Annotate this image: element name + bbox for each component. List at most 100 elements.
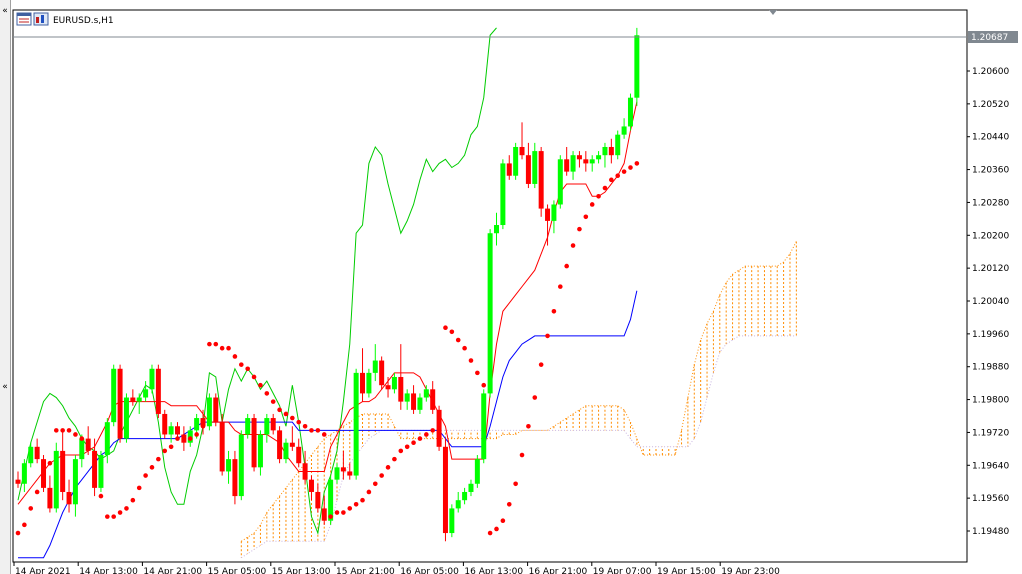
candle-body — [602, 146, 608, 156]
sar-dot — [481, 382, 487, 388]
sar-dot — [430, 428, 436, 433]
candle-body — [136, 397, 142, 402]
sar-dot — [92, 452, 97, 458]
last-bar-marker-icon — [769, 10, 777, 15]
sar-dot — [47, 460, 53, 466]
candle-body — [583, 159, 589, 164]
candle-body — [372, 360, 378, 373]
sar-dot — [519, 452, 525, 458]
price-tick-label: 1.19560 — [972, 494, 1009, 504]
sar-dot — [353, 502, 359, 507]
candle-body — [627, 97, 633, 127]
chart-properties-icon[interactable] — [33, 12, 49, 26]
sar-dot — [239, 362, 244, 367]
candle-body — [545, 208, 551, 221]
candle-body — [455, 500, 461, 509]
sar-dot — [124, 506, 129, 511]
sar-dot — [372, 481, 378, 487]
candle-body — [53, 450, 59, 509]
candle-body — [168, 426, 174, 435]
candle-body — [47, 487, 53, 509]
sar-dot — [258, 382, 263, 388]
sar-dot — [60, 428, 65, 433]
sar-dot — [66, 428, 72, 433]
sar-dot — [455, 337, 461, 343]
candle-body — [149, 368, 155, 390]
candle-body — [494, 225, 499, 234]
sar-dot — [111, 514, 116, 519]
candle-body — [576, 155, 582, 160]
sar-dot — [538, 362, 544, 367]
chart-window-icon[interactable] — [16, 12, 32, 26]
sar-dot — [181, 436, 187, 441]
candle-body — [328, 479, 334, 521]
time-tick-label: 14 Apr 13:00 — [79, 567, 138, 574]
candle-body — [513, 146, 519, 176]
candle-body — [98, 455, 104, 488]
collapse-arrow-icon[interactable]: « — [2, 6, 8, 16]
parabolic-sar — [15, 161, 640, 536]
candle-body — [353, 372, 359, 476]
candle-body — [72, 459, 78, 505]
sar-dot — [577, 226, 582, 232]
candle-body — [206, 397, 212, 427]
time-tick-label: 16 Apr 13:00 — [464, 567, 523, 574]
candle-body — [615, 134, 621, 156]
candle-body — [404, 393, 410, 402]
sar-dot — [309, 428, 314, 433]
sar-dot — [513, 481, 518, 487]
sar-dot — [264, 391, 270, 396]
candle-body — [34, 446, 40, 460]
sar-dot — [398, 448, 404, 454]
candle-body — [15, 479, 21, 484]
price-tick-label: 1.20120 — [972, 264, 1009, 274]
candle-body — [175, 426, 180, 435]
price-tick-label: 1.20040 — [972, 297, 1009, 307]
candle-body — [334, 467, 340, 480]
candle-body — [79, 438, 85, 460]
price-tick-label: 1.19720 — [972, 428, 1009, 438]
ichimoku-cloud — [240, 241, 797, 559]
sar-dot — [270, 399, 276, 404]
sar-dot — [500, 518, 506, 524]
time-axis[interactable]: 14 Apr 2021 14 Apr 13:00 14 Apr 21:00 15 Ap… — [13, 562, 780, 574]
candle-body — [28, 446, 34, 464]
sar-dot — [117, 510, 123, 515]
price-axis[interactable]: 1.20600 1.20520 1.20440 1.20360 1.20280 1.202… — [967, 67, 1009, 537]
sar-dot — [570, 243, 576, 248]
sar-dot — [609, 177, 614, 183]
sar-dot — [443, 325, 448, 330]
left-panel-strip: « « — [0, 0, 11, 574]
candle-body — [289, 442, 295, 447]
sar-dot — [475, 370, 480, 376]
candle-body — [130, 397, 136, 402]
candle-body — [564, 159, 570, 172]
sar-dot — [328, 514, 333, 519]
sar-dot — [621, 169, 627, 174]
candle-body — [423, 389, 429, 398]
candle-body — [219, 422, 225, 472]
candle-body — [462, 491, 468, 501]
candle-body — [41, 459, 47, 488]
sar-dot — [175, 436, 180, 441]
sar-dot — [417, 436, 423, 441]
current-price-text: 1.20687 — [971, 33, 1008, 43]
candle-body — [347, 471, 353, 476]
candle-body — [525, 155, 531, 184]
sar-dot — [232, 354, 238, 359]
sar-dot — [219, 345, 225, 351]
sar-dot — [213, 341, 219, 347]
candle-body — [538, 151, 544, 209]
candle-body — [117, 368, 123, 439]
sar-dot — [564, 263, 569, 269]
sar-dot — [194, 432, 199, 437]
collapse-arrow-icon-lower[interactable]: « — [2, 382, 8, 392]
candle-body — [302, 463, 308, 480]
sar-dot — [22, 522, 27, 528]
candle-body — [308, 479, 314, 492]
candle-body — [162, 413, 168, 435]
time-tick-label: 14 Apr 2021 — [15, 567, 71, 574]
sar-dot — [143, 473, 148, 478]
candle-body — [270, 418, 276, 431]
